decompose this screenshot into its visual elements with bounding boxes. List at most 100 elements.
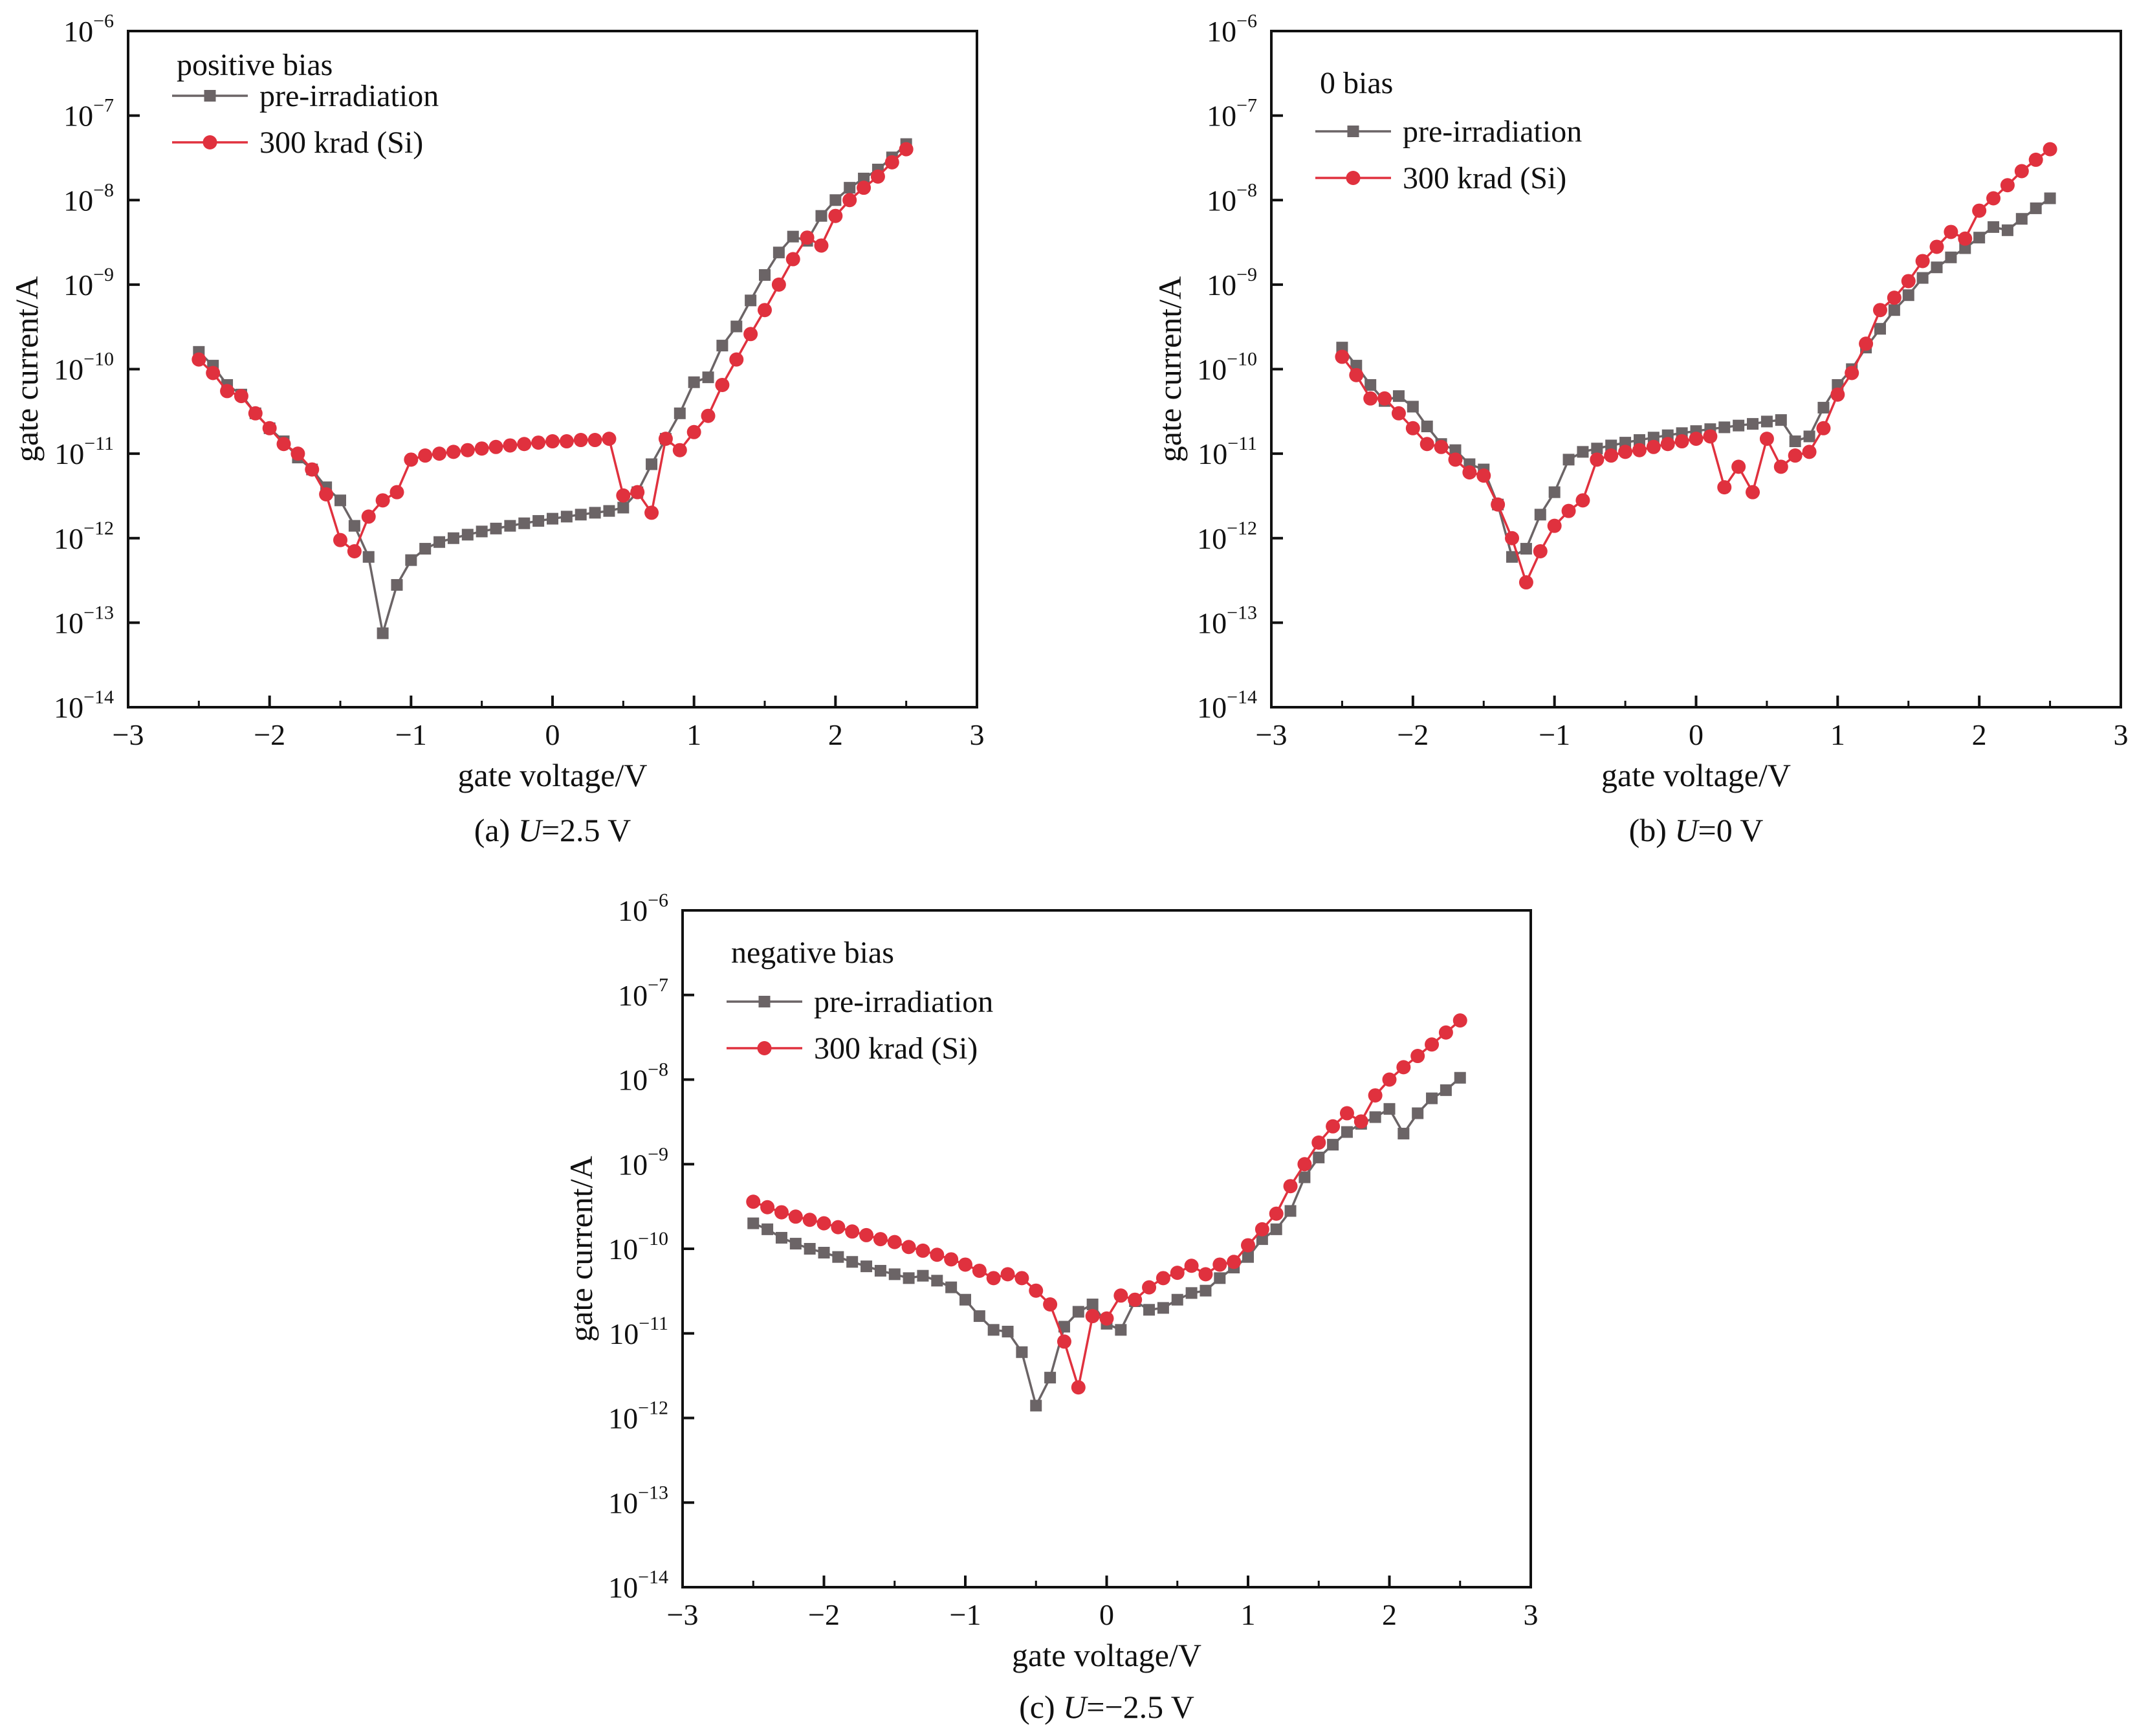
series-300-krad <box>192 142 914 558</box>
data-point <box>405 554 417 566</box>
data-point <box>729 352 744 367</box>
data-point <box>1368 1088 1383 1103</box>
data-point <box>973 1310 985 1323</box>
data-point <box>1353 1114 1368 1129</box>
data-point <box>1577 446 1589 458</box>
series-line <box>198 148 907 553</box>
data-point <box>804 1243 816 1255</box>
legend-label: pre-irradiation <box>814 985 993 1019</box>
data-point <box>1044 1372 1057 1384</box>
y-tick-label: 10−9 <box>618 1143 668 1181</box>
data-point <box>1462 465 1477 480</box>
data-point <box>290 446 305 461</box>
data-point <box>1350 360 1363 372</box>
data-point <box>915 1243 930 1258</box>
x-tick-label: 3 <box>1524 1598 1539 1631</box>
legend-marker <box>1347 126 1359 137</box>
data-point <box>532 515 545 527</box>
data-point <box>1157 1302 1169 1314</box>
data-point <box>1284 1205 1297 1217</box>
data-point <box>860 1260 873 1273</box>
data-point <box>1945 251 1957 263</box>
data-point <box>1788 448 1803 463</box>
data-point <box>658 432 673 446</box>
data-point <box>276 437 291 452</box>
data-point <box>1171 1293 1183 1306</box>
data-point <box>870 169 885 184</box>
data-point <box>1674 434 1689 449</box>
data-point <box>617 501 630 514</box>
data-point <box>1283 1179 1298 1194</box>
legend-marker <box>758 996 771 1007</box>
data-point <box>785 252 800 267</box>
data-point <box>674 407 686 419</box>
data-point <box>1789 435 1801 448</box>
data-point <box>1099 1311 1114 1326</box>
x-tick-label: −3 <box>667 1598 699 1631</box>
data-point <box>762 1223 774 1235</box>
data-point <box>2030 202 2042 214</box>
x-axis-title: gate voltage/V <box>1012 1637 1201 1673</box>
data-point <box>1242 1251 1254 1263</box>
data-point <box>1972 203 1987 218</box>
data-point <box>1269 1206 1284 1221</box>
data-point <box>1605 439 1617 452</box>
data-point <box>1085 1309 1100 1324</box>
data-point <box>1632 443 1647 457</box>
data-point <box>1382 1072 1397 1087</box>
data-point <box>831 1220 846 1235</box>
data-point <box>1438 1025 1453 1040</box>
data-point <box>1392 390 1405 402</box>
y-tick-label: 10−14 <box>1197 687 1257 724</box>
data-point <box>389 485 404 500</box>
data-point <box>1591 443 1603 455</box>
bias-annotation: negative bias <box>731 936 894 970</box>
data-point <box>899 142 914 157</box>
data-point <box>1562 454 1575 466</box>
data-point <box>1518 575 1533 590</box>
data-point <box>1803 430 1815 443</box>
data-point <box>972 1263 987 1278</box>
data-point <box>842 193 857 208</box>
data-point <box>958 1257 972 1272</box>
x-axis-title: gate voltage/V <box>458 757 648 793</box>
x-tick-label: 3 <box>2114 718 2129 751</box>
data-point <box>1241 1238 1255 1253</box>
data-point <box>688 376 700 388</box>
data-point <box>1029 1283 1044 1298</box>
data-point <box>1115 1324 1127 1336</box>
series-line <box>198 143 907 634</box>
data-point <box>789 1238 802 1250</box>
data-point <box>1505 531 1520 545</box>
data-point <box>1086 1298 1099 1310</box>
y-tick-label: 10−13 <box>608 1482 668 1519</box>
data-point <box>788 1209 803 1224</box>
data-point <box>1043 1297 1058 1312</box>
data-point <box>1396 1060 1411 1075</box>
data-point <box>476 525 488 538</box>
legend-label: 300 krad (Si) <box>1403 161 1566 195</box>
data-point <box>518 517 531 529</box>
data-point <box>560 511 573 523</box>
data-point <box>1859 336 1874 351</box>
data-point <box>432 446 447 461</box>
data-point <box>1170 1266 1185 1280</box>
data-point <box>474 441 489 456</box>
data-point <box>1454 1071 1466 1084</box>
data-point <box>774 1205 789 1220</box>
y-tick-label: 10−10 <box>54 349 114 386</box>
series-pre-irradiation <box>1336 192 2056 563</box>
data-point <box>319 487 334 502</box>
data-point <box>686 424 701 439</box>
data-point <box>375 493 390 508</box>
data-point <box>490 522 502 534</box>
data-point <box>715 377 730 392</box>
data-point <box>262 421 277 435</box>
data-point <box>818 1246 830 1258</box>
plot-frame <box>1270 30 2122 709</box>
data-point <box>1775 414 1787 426</box>
x-tick-label: −1 <box>395 718 427 751</box>
series-pre-irradiation <box>193 138 912 639</box>
data-point <box>1410 1049 1425 1064</box>
x-tick-label: 0 <box>1689 718 1704 751</box>
